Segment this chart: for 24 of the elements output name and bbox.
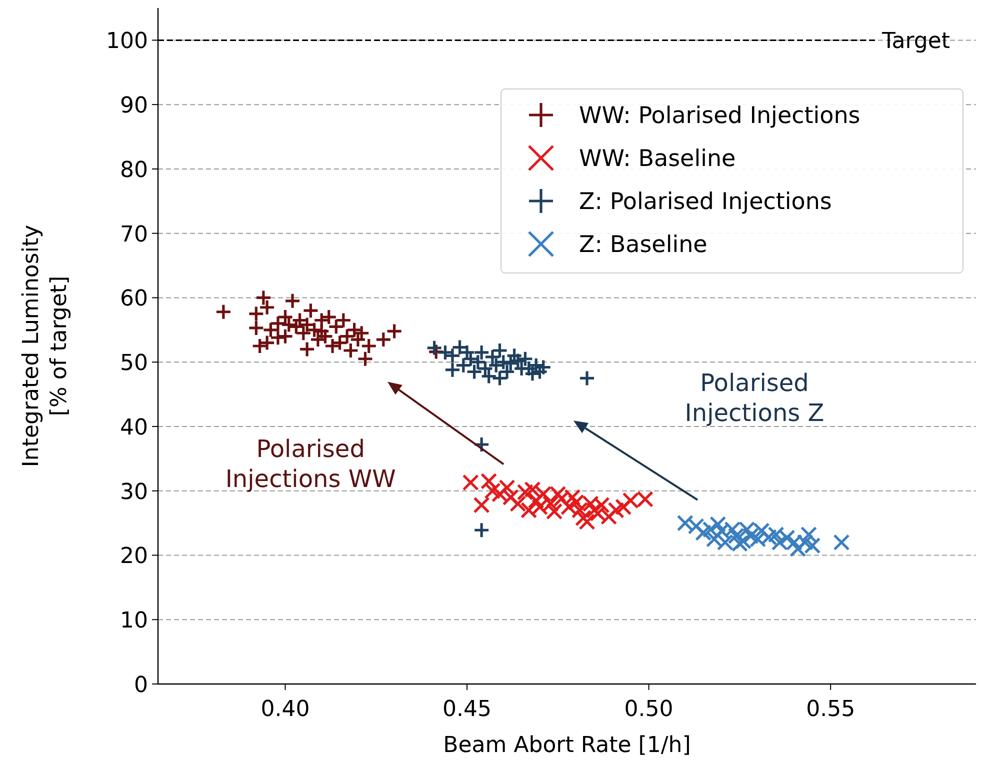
x-tick-label: 0.40 <box>260 697 310 722</box>
y-tick-label: 70 <box>120 222 148 248</box>
y-tick-label: 30 <box>120 480 148 505</box>
legend-label: Z: Polarised Injections <box>579 189 832 215</box>
x-tick-label: 0.55 <box>806 697 856 722</box>
y-tick-label: 0 <box>134 673 148 698</box>
legend-label: WW: Baseline <box>579 146 736 172</box>
annotation: Polarised Injections WW <box>225 435 396 494</box>
y-tick-label: 50 <box>120 351 148 376</box>
legend-label: Z: Baseline <box>579 232 708 258</box>
y-tick-label: 10 <box>120 608 148 634</box>
ref-line-label: Target <box>881 29 950 54</box>
y-tick-label: 100 <box>106 29 148 54</box>
y-axis-title: Integrated Luminosity [% of target] <box>19 224 72 468</box>
y-tick-label: 40 <box>120 415 148 440</box>
annotation: Polarised Injections Z <box>684 368 824 427</box>
x-tick-label: 0.50 <box>624 697 674 722</box>
y-tick-label: 90 <box>120 94 148 119</box>
y-tick-label: 80 <box>120 158 148 183</box>
x-axis-title: Beam Abort Rate [1/h] <box>443 733 691 758</box>
y-tick-label: 20 <box>120 544 148 570</box>
x-tick-label: 0.45 <box>442 697 492 722</box>
y-tick-label: 60 <box>120 286 148 312</box>
legend-label: WW: Polarised Injections <box>579 103 860 129</box>
